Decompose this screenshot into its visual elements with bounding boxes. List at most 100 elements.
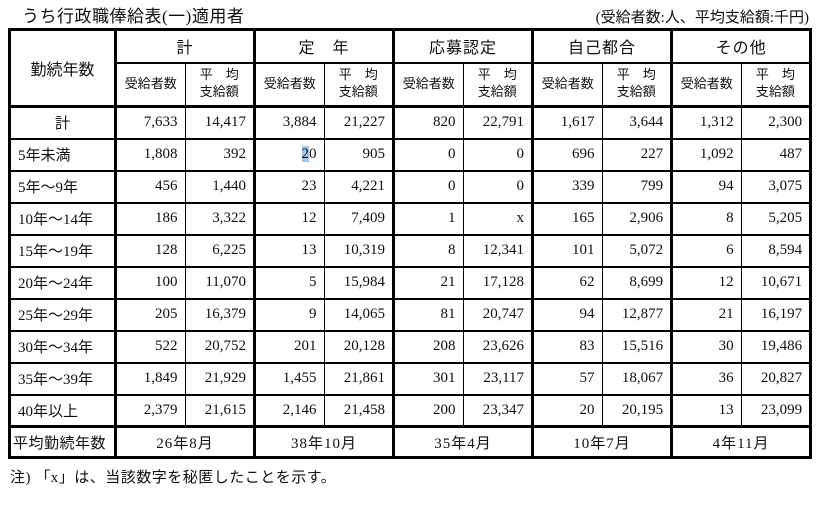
table-cell: 83 <box>531 329 603 364</box>
table-cell: 7,633 <box>114 105 185 140</box>
average-service-years-cell: 38年10月 <box>253 425 394 459</box>
table-cell: 0 <box>392 137 464 172</box>
table-cell: 23,347 <box>462 393 533 428</box>
table-cell: 21 <box>392 265 464 300</box>
table-cell: 9 <box>253 297 325 332</box>
col-header-average-amount-1: 平 均支給額 <box>323 61 394 108</box>
table-cell: 1,312 <box>670 105 742 140</box>
table-footer: 平均勤続年数 26年8月 38年10月 35年4月 10年7月 4年11月 <box>9 425 811 459</box>
table-cell: 12,877 <box>601 297 672 332</box>
table-cell: 487 <box>740 137 811 172</box>
table-cell: 8,699 <box>601 265 672 300</box>
table-cell: 8 <box>670 201 742 236</box>
row-label: 20年〜24年 <box>9 265 117 300</box>
table-cell: 14,417 <box>184 105 255 140</box>
table-cell: 23,099 <box>740 393 811 428</box>
table-cell: 20,752 <box>184 329 255 364</box>
table-cell: 15,516 <box>601 329 672 364</box>
table-cell: 3,884 <box>253 105 325 140</box>
salary-statistics-table: 勤続年数計定 年応募認定 自己都合 その他 受給者数平 均支給額 受給者数平 均支給額受… <box>8 28 813 459</box>
table-cell: 21 <box>670 297 742 332</box>
avg-label-line2: 支給額 <box>477 84 517 100</box>
row-label: 40年以上 <box>9 393 117 428</box>
selection-rest: 0 <box>309 146 317 162</box>
table-cell: 1,455 <box>253 361 325 396</box>
table-cell: 12,341 <box>462 233 533 268</box>
avg-label-line2: 支給額 <box>755 84 795 100</box>
table-cell: 23,626 <box>462 329 533 364</box>
column-group-1: 定 年 <box>253 28 394 64</box>
table-cell: 22,791 <box>462 105 533 140</box>
table-cell: 205 <box>114 297 185 332</box>
table-cell: 12 <box>670 265 742 300</box>
table-cell: 13 <box>253 233 325 268</box>
table-cell: 4,221 <box>323 169 394 204</box>
table-row: 5年〜9年 456 1,440 23 4,221 0 0 339 799 94 3,075 <box>9 169 811 204</box>
footnote: 注) 「x」は、当該数字を秘匿したことを示す。 <box>10 470 337 486</box>
table-cell: 1,808 <box>114 137 185 172</box>
row-label: 10年〜14年 <box>9 201 117 236</box>
table-cell: 0 <box>462 137 533 172</box>
table-cell: 20,827 <box>740 361 811 396</box>
table-cell: 81 <box>392 297 464 332</box>
table-cell: 227 <box>601 137 672 172</box>
row-label: 25年〜29年 <box>9 297 117 332</box>
table-cell: 7,409 <box>323 201 394 236</box>
table-row: 5年未満 1,808 392 20 905 0 0 696 227 1,092 487 <box>9 137 811 172</box>
col-header-average-amount-4: 平 均支給額 <box>740 61 811 108</box>
table-cell: 6,225 <box>184 233 255 268</box>
col-header-years-of-service: 勤続年数 <box>9 28 117 108</box>
table-cell: 522 <box>114 329 185 364</box>
avg-label-line2: 支給額 <box>338 84 378 100</box>
column-group-0: 計 <box>113 28 255 64</box>
average-service-years-row: 平均勤続年数 26年8月 38年10月 35年4月 10年7月 4年11月 <box>9 425 811 459</box>
row-label: 計 <box>9 105 117 140</box>
footer-row-label: 平均勤続年数 <box>9 425 117 459</box>
table-cell: 20,747 <box>462 297 533 332</box>
avg-label-line2: 支給額 <box>199 84 239 100</box>
table-cell: 799 <box>601 169 672 204</box>
row-label: 15年〜19年 <box>9 233 117 268</box>
selection-highlight: 2 <box>301 146 310 162</box>
table-cell: 17,128 <box>462 265 533 300</box>
table-row: 30年〜34年 522 20,752 201 20,128 208 23,626 83 15,5… <box>9 329 811 364</box>
row-label: 35年〜39年 <box>9 361 117 396</box>
table-cell: 5,072 <box>601 233 672 268</box>
table-cell: 1,849 <box>114 361 185 396</box>
table-cell: 301 <box>392 361 464 396</box>
table-cell: 101 <box>531 233 603 268</box>
row-label: 5年未満 <box>9 137 117 172</box>
table-row: 10年〜14年 186 3,322 12 7,409 1 x 165 2,906 8 5,205 <box>9 201 811 236</box>
table-cell: 3,644 <box>601 105 672 140</box>
col-header-recipients-4: 受給者数 <box>670 61 742 108</box>
avg-label-line2: 支給額 <box>616 84 656 100</box>
table-row: 20年〜24年 100 11,070 5 15,984 21 17,128 62 8,699 12… <box>9 265 811 300</box>
table-cell: 18,067 <box>601 361 672 396</box>
table-cell: 2,300 <box>740 105 811 140</box>
table-cell: 8 <box>392 233 464 268</box>
table-cell: 21,929 <box>184 361 255 396</box>
table-cell: 1,092 <box>670 137 742 172</box>
row-label: 5年〜9年 <box>9 169 117 204</box>
table-cell: 12 <box>253 201 325 236</box>
col-header-recipients-2: 受給者数 <box>392 61 464 108</box>
table-cell: 5,205 <box>740 201 811 236</box>
table-cell: 94 <box>670 169 742 204</box>
table-cell: 392 <box>184 137 255 172</box>
table-row: 35年〜39年 1,849 21,929 1,455 21,861 301 23,117 57… <box>9 361 811 396</box>
table-cell: 21,227 <box>323 105 394 140</box>
table-cell: 20 <box>253 137 325 172</box>
title-bar: うち行政職俸給表(一)適用者 (受給者数:人、平均支給額:千円) <box>0 0 817 28</box>
col-header-recipients-3: 受給者数 <box>531 61 603 108</box>
table-cell: 0 <box>462 169 533 204</box>
table-body: 計 7,633 14,417 3,884 21,227 820 22,791 1,617 3,6… <box>9 105 811 428</box>
avg-label-line1: 平 均 <box>755 67 795 83</box>
column-group-2: 応募認定 <box>392 28 533 64</box>
avg-label-line1: 平 均 <box>338 67 378 83</box>
col-header-recipients-0: 受給者数 <box>114 61 185 108</box>
table-cell: 6 <box>670 233 742 268</box>
table-cell: 1,617 <box>531 105 603 140</box>
table-cell: 128 <box>114 233 185 268</box>
table-cell: x <box>462 201 533 236</box>
table-cell: 57 <box>531 361 603 396</box>
